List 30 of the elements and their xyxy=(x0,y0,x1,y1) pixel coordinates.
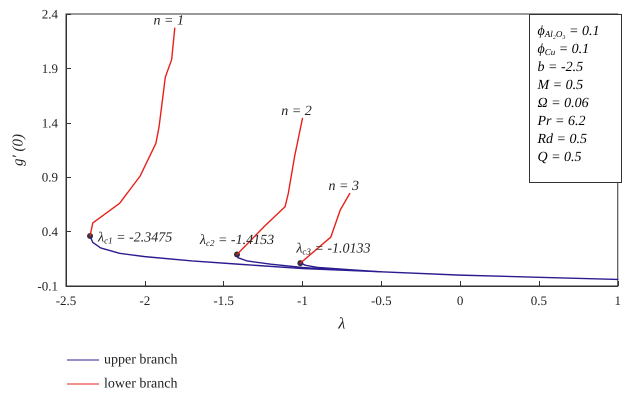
y-axis-title: g′ (0) xyxy=(10,134,26,166)
annotation: b = -2.5 xyxy=(538,60,584,75)
y-tick-label: 1.4 xyxy=(42,115,58,130)
legend-label: upper branch xyxy=(104,352,178,368)
x-tick-label: 0.5 xyxy=(530,293,548,308)
annotation: Rd = 0.5 xyxy=(536,132,587,147)
annotation: λc1 = -2.3475 xyxy=(97,230,172,246)
x-tick-label: 1 xyxy=(614,293,621,308)
annotation: Pr = 6.2 xyxy=(536,114,586,129)
annotation: ϕCu = 0.1 xyxy=(538,42,590,57)
annotation: Q = 0.5 xyxy=(538,150,582,165)
annotation: M = 0.5 xyxy=(536,78,584,93)
annotation: n = 2 xyxy=(281,104,312,119)
annotation: Ω = 0.06 xyxy=(538,96,589,111)
x-tick-label: -2.5 xyxy=(56,293,76,308)
x-tick-label: -1.5 xyxy=(213,293,234,308)
y-tick-label: 0.9 xyxy=(42,170,58,185)
x-tick-label: -1 xyxy=(297,293,308,308)
x-tick-label: -2 xyxy=(139,293,150,308)
x-tick-label: -0.5 xyxy=(370,293,392,308)
y-tick-label: 2.4 xyxy=(42,6,58,22)
y-tick-label: 1.9 xyxy=(42,60,58,76)
x-axis-title: λ xyxy=(337,316,346,332)
annotation: ϕAl₂O₃ = 0.1 xyxy=(538,24,600,39)
annotation: n = 3 xyxy=(328,179,359,194)
y-tick-label: 0.4 xyxy=(42,224,58,240)
y-tick-label: -0.1 xyxy=(37,278,58,294)
annotation: n = 1 xyxy=(154,14,184,29)
legend-label: lower branch xyxy=(104,376,178,392)
x-tick-label: 0 xyxy=(456,293,464,308)
